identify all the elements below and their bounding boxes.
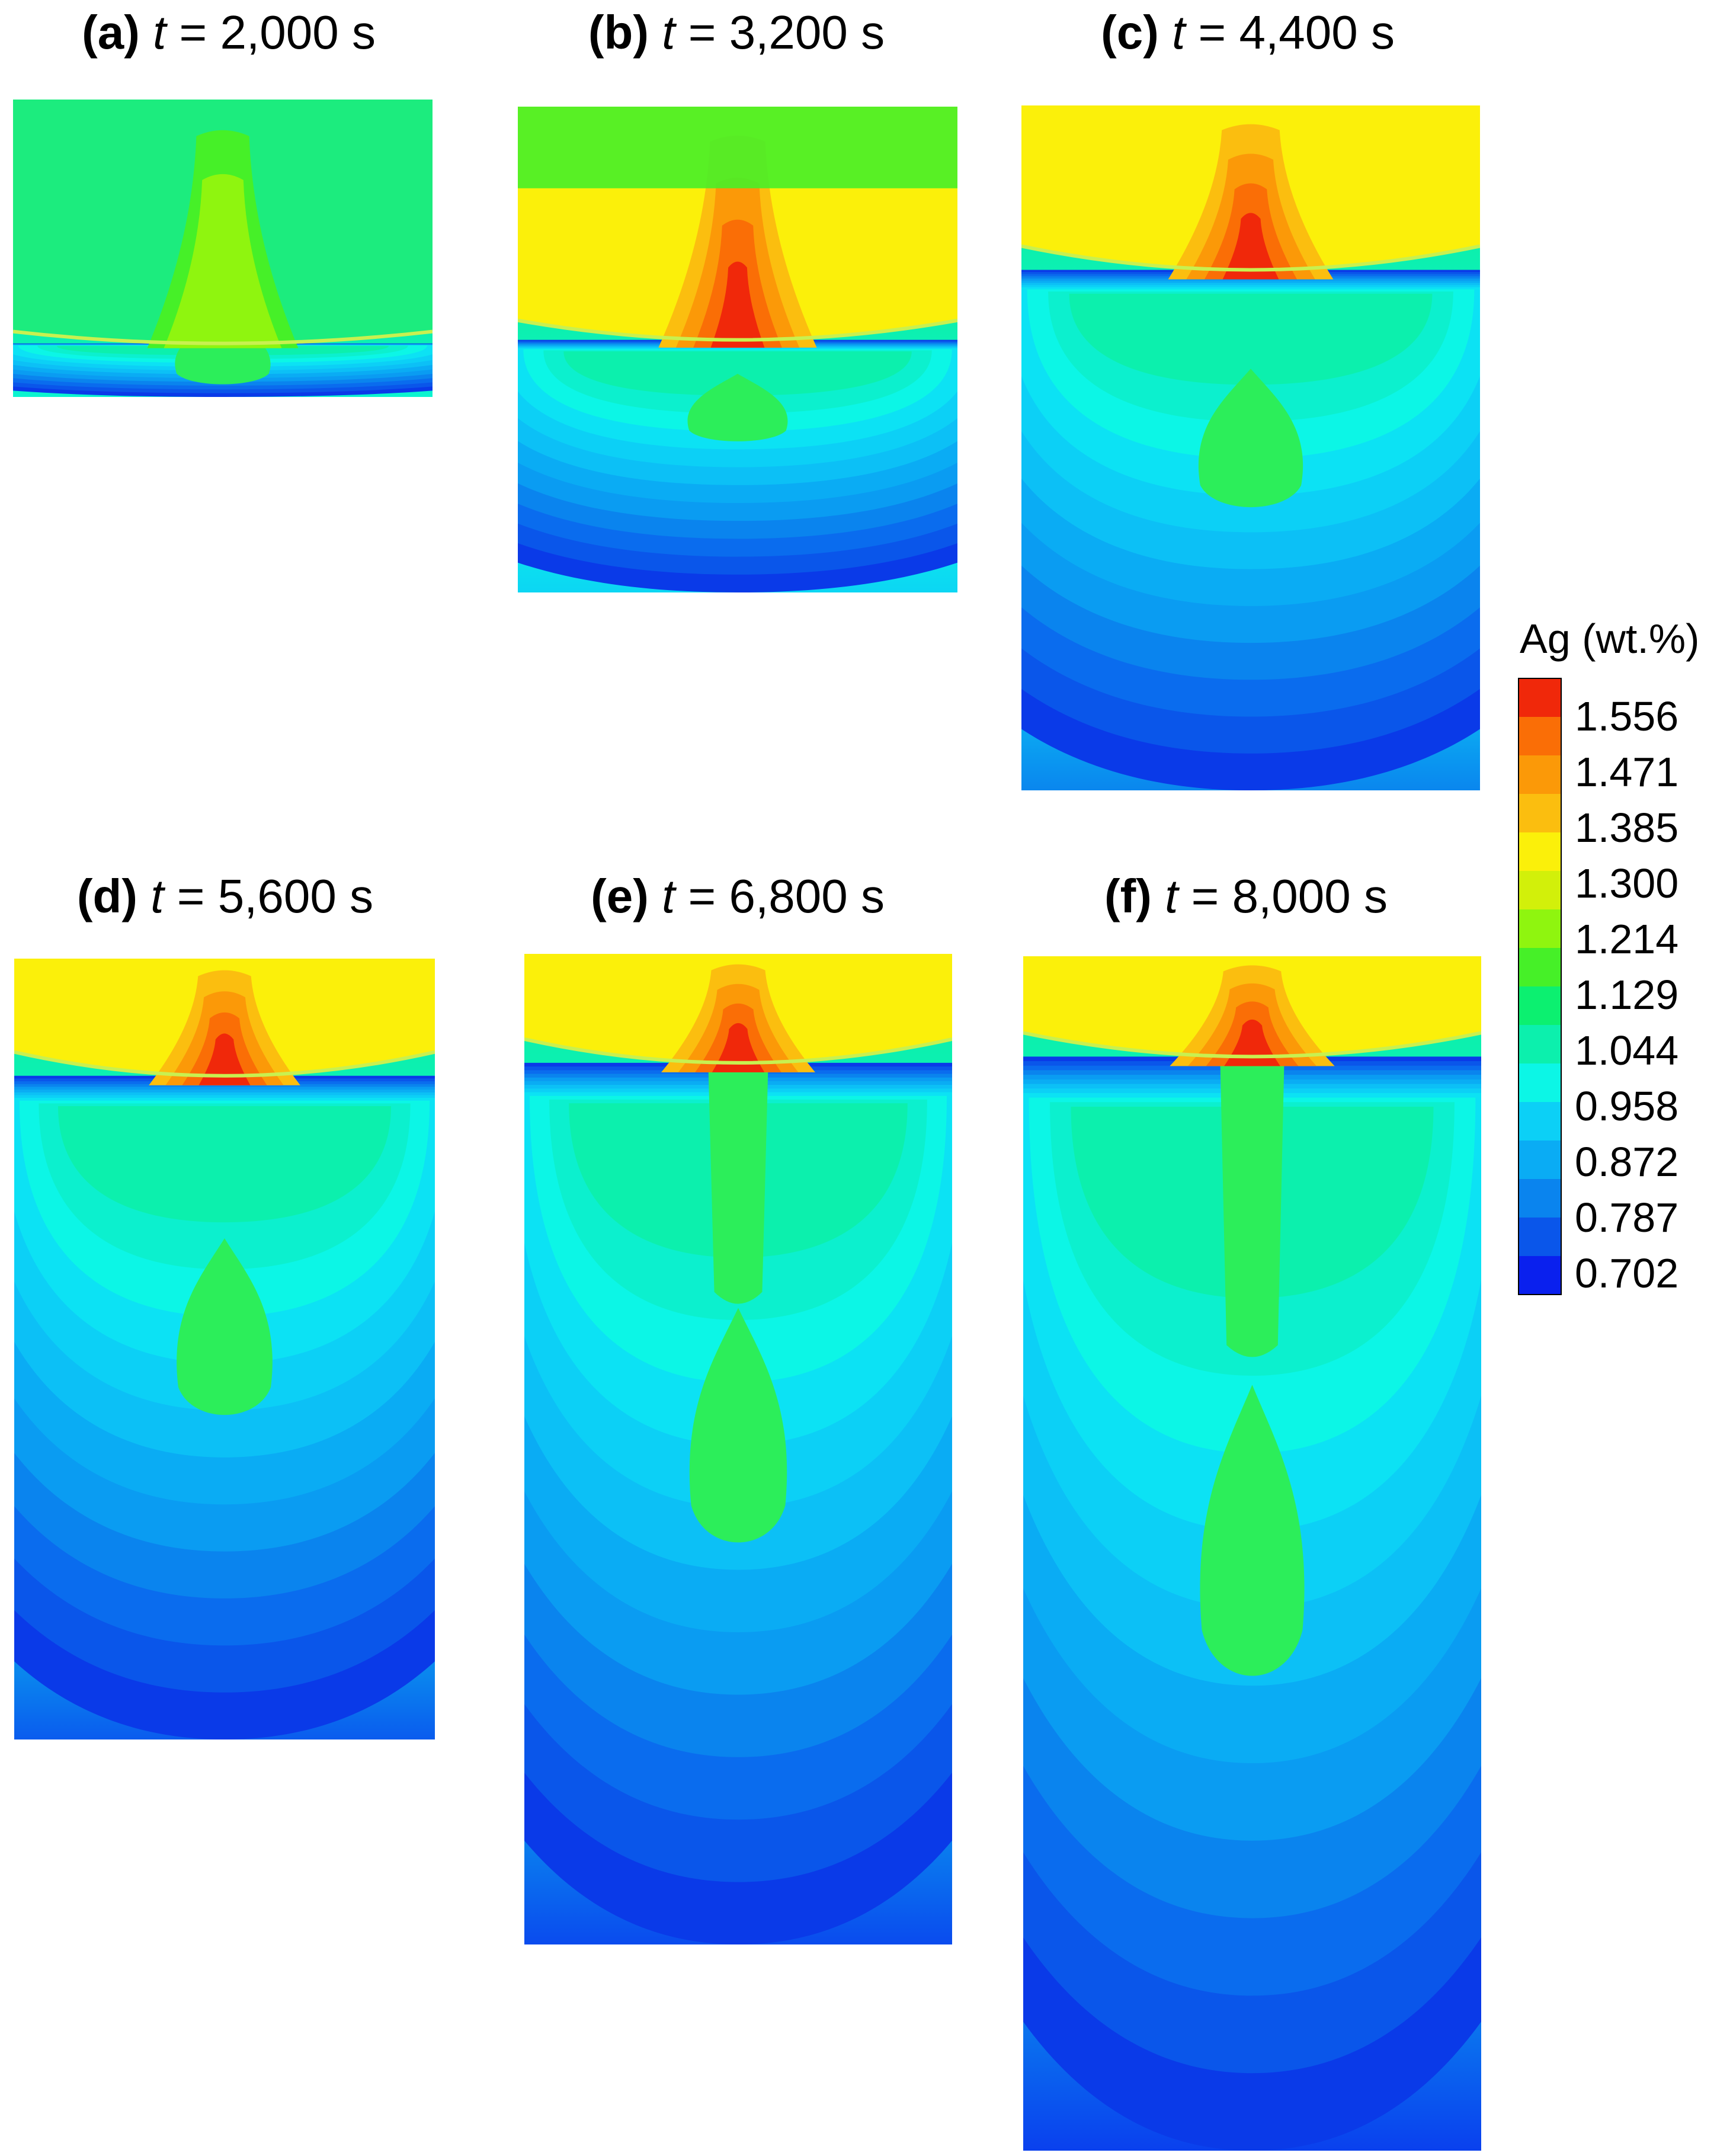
solid-contour-band <box>563 351 912 396</box>
colorbar-title: Ag (wt.%) <box>1520 616 1699 662</box>
solid-liquid-interface <box>518 318 957 342</box>
colorbar-swatches <box>1519 678 1561 1295</box>
colorbar-swatch-16 <box>1519 1256 1561 1295</box>
colorbar-tick-8: 0.958 <box>1575 1083 1678 1129</box>
colorbar-frame <box>1518 678 1562 1295</box>
enriched-channel <box>1220 1059 1284 1357</box>
colorbar-tick-4: 1.300 <box>1575 860 1678 906</box>
solid-contour-band <box>57 1106 392 1223</box>
colorbar-tick-11: 0.702 <box>1575 1250 1678 1296</box>
enriched-lobe <box>1198 369 1303 508</box>
melt-plume-band <box>198 1033 251 1085</box>
melt-plume-band <box>1222 213 1279 280</box>
colorbar-tick-5: 1.214 <box>1575 916 1678 962</box>
melt-plume-band <box>164 174 282 348</box>
melt-plume-band <box>710 261 765 348</box>
colorbar-swatch-6 <box>1519 871 1561 910</box>
melt-plume-band <box>712 1023 765 1072</box>
panel-d-title: (d) t = 5,600 s <box>77 870 373 922</box>
contour-panel-f <box>1023 956 1481 2151</box>
enriched-lobe <box>1200 1385 1305 1676</box>
colorbar-swatch-8 <box>1519 948 1561 987</box>
panel-b-title: (b) t = 3,200 s <box>588 6 885 59</box>
enriched-channel <box>708 1065 768 1304</box>
colorbar-swatch-7 <box>1519 909 1561 949</box>
panel-a-title: (a) t = 2,000 s <box>82 6 376 59</box>
colorbar: Ag (wt.%) 1.556 1.471 1.385 1.300 1.214 … <box>1518 616 1699 1296</box>
colorbar-swatch-10 <box>1519 1025 1561 1064</box>
colorbar-swatch-2 <box>1519 717 1561 756</box>
colorbar-swatch-3 <box>1519 755 1561 795</box>
colorbar-swatch-13 <box>1519 1141 1561 1180</box>
colorbar-swatch-5 <box>1519 832 1561 872</box>
contour-panel-e <box>524 954 952 1944</box>
enriched-lobe <box>177 1238 273 1415</box>
contour-panel-a <box>13 100 433 397</box>
enriched-lobe <box>687 373 788 441</box>
panel-f-title: (f) t = 8,000 s <box>1104 870 1388 922</box>
colorbar-tick-10: 0.787 <box>1575 1194 1678 1241</box>
colorbar-swatch-15 <box>1519 1218 1561 1257</box>
colorbar-swatch-11 <box>1519 1063 1561 1103</box>
colorbar-tick-3: 1.385 <box>1575 805 1678 851</box>
colorbar-tick-7: 1.044 <box>1575 1027 1678 1074</box>
solid-liquid-interface <box>13 329 433 345</box>
colorbar-swatch-4 <box>1519 794 1561 833</box>
panel-e-title: (e) t = 6,800 s <box>591 870 885 922</box>
colorbar-swatch-12 <box>1519 1102 1561 1141</box>
colorbar-swatch-1 <box>1519 678 1561 717</box>
solid-liquid-interface <box>1023 1031 1481 1059</box>
solid-liquid-interface <box>14 1050 435 1078</box>
colorbar-tick-6: 1.129 <box>1575 972 1678 1018</box>
melt-top-band <box>518 107 957 188</box>
colorbar-tick-9: 0.872 <box>1575 1139 1678 1185</box>
contour-panel-d <box>14 959 435 1739</box>
solid-contour-band <box>1069 293 1433 385</box>
contour-panel-c <box>1021 105 1480 790</box>
colorbar-tick-1: 1.556 <box>1575 693 1678 739</box>
colorbar-swatch-14 <box>1519 1179 1561 1218</box>
enriched-lobe <box>689 1308 787 1543</box>
melt-plume-band <box>1224 1019 1280 1066</box>
solid-liquid-interface <box>1021 244 1480 272</box>
colorbar-swatch-9 <box>1519 986 1561 1026</box>
solid-liquid-interface <box>524 1037 952 1065</box>
panel-c-title: (c) t = 4,400 s <box>1101 6 1395 59</box>
contour-panel-b <box>518 107 957 592</box>
colorbar-tick-2: 1.471 <box>1575 749 1678 795</box>
